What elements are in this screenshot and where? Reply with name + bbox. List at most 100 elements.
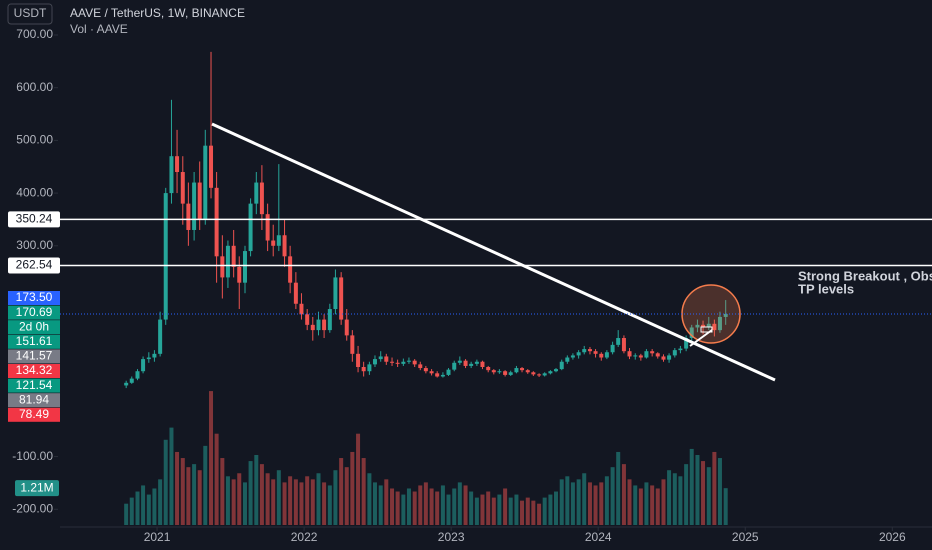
- price-label-box: [8, 334, 60, 349]
- candle-body: [440, 374, 445, 377]
- trend-line[interactable]: [211, 122, 776, 382]
- volume-label-box: [15, 480, 59, 497]
- price-label-box: [8, 305, 60, 320]
- currency: USDT: [14, 6, 47, 20]
- volume-bar: [339, 458, 344, 525]
- candle-body: [706, 323, 711, 328]
- volume-bar: [650, 485, 655, 525]
- y-tick-label: 700.00: [16, 27, 53, 41]
- volume-bar: [327, 485, 332, 525]
- volume-bar: [661, 479, 666, 525]
- volume-bar: [129, 497, 134, 525]
- volume-bar: [299, 482, 304, 525]
- volume-bar: [169, 427, 174, 525]
- volume-bar: [633, 485, 638, 525]
- volume-bar: [282, 482, 287, 525]
- candle-body: [163, 193, 168, 320]
- candle-body: [333, 277, 338, 310]
- annotation: TP levels: [798, 281, 854, 296]
- candle-body: [220, 256, 225, 278]
- candle-body: [667, 355, 672, 360]
- volume-bar: [231, 479, 236, 525]
- x-tick-label: 2026: [879, 530, 906, 544]
- candle-body: [503, 371, 508, 375]
- price-label-box: [8, 349, 60, 364]
- candle-body: [356, 353, 361, 368]
- volume-bar: [316, 473, 321, 525]
- candle-body: [486, 367, 491, 371]
- volume-bar: [712, 451, 717, 525]
- volume-bar: [537, 503, 542, 525]
- volume-bar: [214, 433, 219, 525]
- candle-body: [384, 356, 389, 362]
- volume-bar: [225, 476, 230, 525]
- candle-body: [717, 316, 722, 331]
- volume-bar: [717, 458, 722, 525]
- volume-bar: [390, 488, 395, 525]
- candle-body: [610, 344, 615, 353]
- volume-bar: [570, 482, 575, 525]
- volume-bar: [310, 479, 315, 525]
- candle-body: [271, 240, 276, 246]
- price-label: 151.61: [16, 334, 53, 348]
- x-tick-label: 2024: [585, 530, 612, 544]
- volume-bar: [367, 473, 372, 525]
- candle-body: [435, 373, 440, 377]
- volume-bar: [684, 464, 689, 525]
- volume-bar: [248, 461, 253, 525]
- volume-bar: [429, 488, 434, 525]
- volume-bar: [587, 482, 592, 525]
- candle-body: [209, 145, 214, 188]
- candle-body: [282, 235, 287, 257]
- candle-body: [497, 371, 502, 373]
- candle-body: [701, 324, 706, 328]
- volume-bar: [412, 491, 417, 525]
- candle-body: [259, 182, 264, 215]
- volume-bar: [361, 458, 366, 525]
- candle-body: [508, 372, 513, 375]
- candle-body: [548, 371, 553, 374]
- candle-body: [542, 373, 547, 376]
- volume-bar: [548, 494, 553, 525]
- volume-bar: [565, 476, 570, 525]
- candle-body: [225, 245, 230, 278]
- volume-bar: [124, 503, 129, 525]
- candle-body: [401, 361, 406, 364]
- volume-bar: [621, 464, 626, 525]
- candle-body: [480, 361, 485, 368]
- volume-bar: [406, 488, 411, 525]
- volume-bar: [644, 482, 649, 525]
- volume-bar: [576, 479, 581, 525]
- candle-body: [339, 277, 344, 320]
- candle-body: [429, 371, 434, 374]
- volume-bar: [135, 491, 140, 525]
- candle-body: [469, 363, 474, 366]
- level-label: 350.24: [16, 211, 53, 225]
- volume-bar: [423, 482, 428, 525]
- volume-bar: [599, 482, 604, 525]
- candle-body: [418, 364, 423, 369]
- candle-body: [231, 245, 236, 267]
- price-label-box: [8, 291, 60, 305]
- volume-bar: [180, 458, 185, 525]
- arrow[interactable]: [689, 329, 713, 347]
- volume-bar: [610, 467, 615, 525]
- candle-body: [180, 172, 185, 204]
- currency-box[interactable]: [7, 3, 53, 25]
- level-label: 262.54: [16, 258, 53, 272]
- candle-body: [559, 361, 564, 370]
- countdown-box: [8, 320, 60, 335]
- volume-bar: [503, 488, 508, 525]
- candle-body: [310, 324, 315, 331]
- volume-bar: [237, 473, 242, 525]
- price-label-box: [8, 407, 60, 422]
- volume-bar: [655, 488, 660, 525]
- volume-bar: [259, 464, 264, 525]
- volume-bar: [220, 458, 225, 525]
- candle-body: [514, 368, 519, 373]
- candle-body: [723, 313, 728, 317]
- volume-bar: [209, 391, 214, 525]
- candle-body: [672, 350, 677, 356]
- candle-body: [695, 324, 700, 328]
